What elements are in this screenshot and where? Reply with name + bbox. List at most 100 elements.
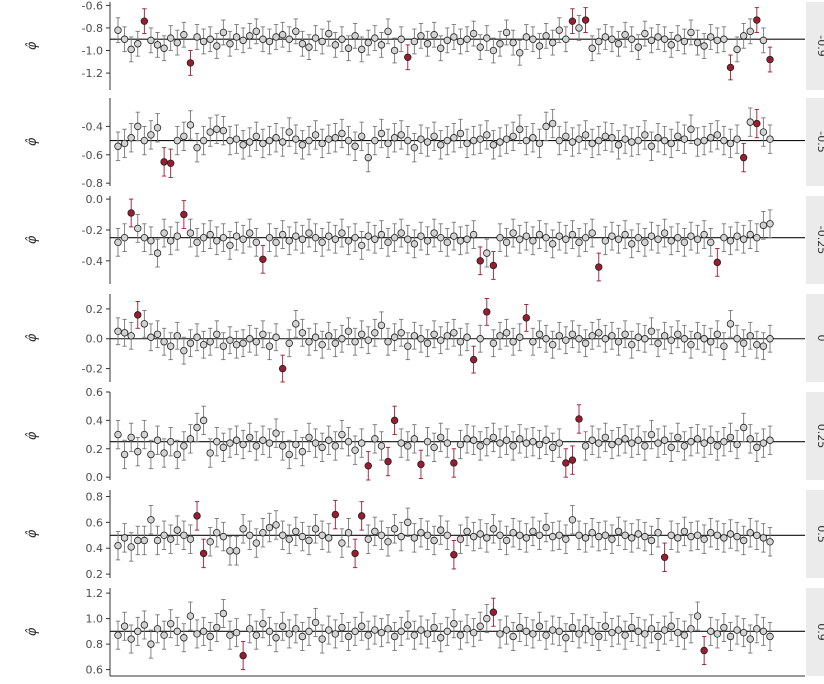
estimate-point: [325, 436, 333, 444]
estimate-point: [226, 40, 234, 48]
estimate-point: [134, 224, 142, 233]
y-tick-label: 0.8: [86, 490, 104, 503]
estimate-point: [667, 336, 675, 344]
estimate-point: [232, 436, 241, 444]
estimate-point: [456, 37, 465, 46]
estimate-point: [377, 628, 386, 637]
estimate-point: [746, 529, 754, 537]
estimate-point: [397, 35, 405, 43]
estimate-point: [272, 521, 280, 529]
estimate-point: [219, 443, 228, 452]
estimate-point: [377, 321, 386, 330]
estimate-point: [595, 632, 603, 641]
y-tick-label: 0.6: [86, 386, 104, 399]
estimate-point: [371, 34, 379, 42]
estimate-point: [278, 31, 287, 39]
estimate-point: [351, 338, 359, 346]
estimate-point: [160, 229, 168, 237]
estimate-point: [417, 335, 425, 343]
estimate-point: [351, 233, 359, 242]
estimate-point: [298, 532, 307, 541]
estimate-point: [298, 329, 307, 337]
estimate-point: [371, 435, 379, 443]
estimate-point: [621, 435, 629, 443]
estimate-point: [219, 233, 228, 242]
estimate-point: [213, 237, 221, 245]
estimate-point: [687, 28, 695, 37]
estimate-point: [529, 630, 537, 638]
estimate-point: [535, 440, 544, 449]
y-tick-label: -0.8: [82, 22, 103, 35]
estimate-point: [199, 233, 208, 242]
estimate-point: [614, 626, 623, 634]
estimate-point: [548, 38, 557, 47]
estimate-point: [186, 435, 195, 443]
estimate-point: [180, 31, 188, 39]
estimate-point: [746, 435, 754, 443]
y-tick-label: 0.0: [86, 193, 104, 206]
estimate-point: [206, 128, 214, 136]
estimate-point: [166, 535, 175, 543]
estimate-point: [575, 531, 583, 539]
estimate-point: [344, 632, 353, 641]
estimate-point: [193, 630, 201, 638]
estimate-point: [437, 44, 445, 52]
estimate-point: [226, 547, 234, 555]
estimate-point: [351, 446, 359, 454]
estimate-point: [252, 539, 261, 547]
estimate-point: [140, 430, 149, 439]
estimate-point: [456, 338, 465, 346]
estimate-point: [173, 332, 181, 340]
estimate-point: [364, 631, 372, 639]
facet-strip: [806, 196, 824, 284]
estimate-point: [516, 125, 524, 133]
estimate-point: [213, 42, 221, 50]
estimate-point: [311, 618, 320, 627]
estimate-point: [114, 541, 122, 550]
estimate-point: [542, 631, 550, 639]
estimate-point: [199, 627, 208, 636]
estimate-point: [627, 623, 636, 632]
estimate-point: [693, 435, 702, 443]
highlighted-estimate-point: [450, 459, 458, 467]
facet-strip: [806, 392, 824, 480]
estimate-point: [292, 527, 300, 536]
estimate-point: [483, 534, 491, 542]
highlighted-estimate-point: [331, 510, 340, 519]
estimate-point: [252, 338, 261, 346]
estimate-point: [384, 338, 392, 346]
estimate-point: [259, 436, 267, 444]
estimate-point: [568, 138, 577, 146]
y-tick-label: 0.4: [86, 414, 104, 427]
estimate-point: [292, 232, 300, 240]
estimate-point: [377, 442, 386, 450]
estimate-point: [555, 332, 563, 340]
estimate-point: [364, 232, 372, 240]
estimate-point: [390, 525, 399, 533]
estimate-point: [601, 237, 610, 245]
estimate-point: [707, 33, 715, 41]
estimate-point: [509, 632, 517, 641]
estimate-point: [371, 235, 379, 243]
estimate-point: [627, 341, 636, 349]
estimate-point: [535, 531, 544, 539]
estimate-point: [667, 41, 675, 49]
estimate-point: [153, 330, 162, 338]
estimate-point: [529, 338, 537, 346]
estimate-point: [390, 333, 399, 341]
estimate-point: [548, 626, 557, 634]
estimate-point: [443, 627, 451, 636]
estimate-point: [147, 640, 155, 648]
estimate-point: [759, 221, 768, 230]
estimate-point: [713, 330, 722, 338]
estimate-point: [733, 626, 741, 634]
estimate-point: [318, 635, 326, 643]
estimate-point: [437, 433, 445, 442]
estimate-point: [733, 335, 741, 343]
estimate-point: [680, 631, 689, 639]
estimate-point: [213, 529, 221, 537]
y-axis-title: φ̂: [25, 333, 40, 342]
estimate-point: [397, 439, 405, 447]
facet-strip: [806, 98, 824, 186]
estimate-point: [733, 440, 741, 449]
